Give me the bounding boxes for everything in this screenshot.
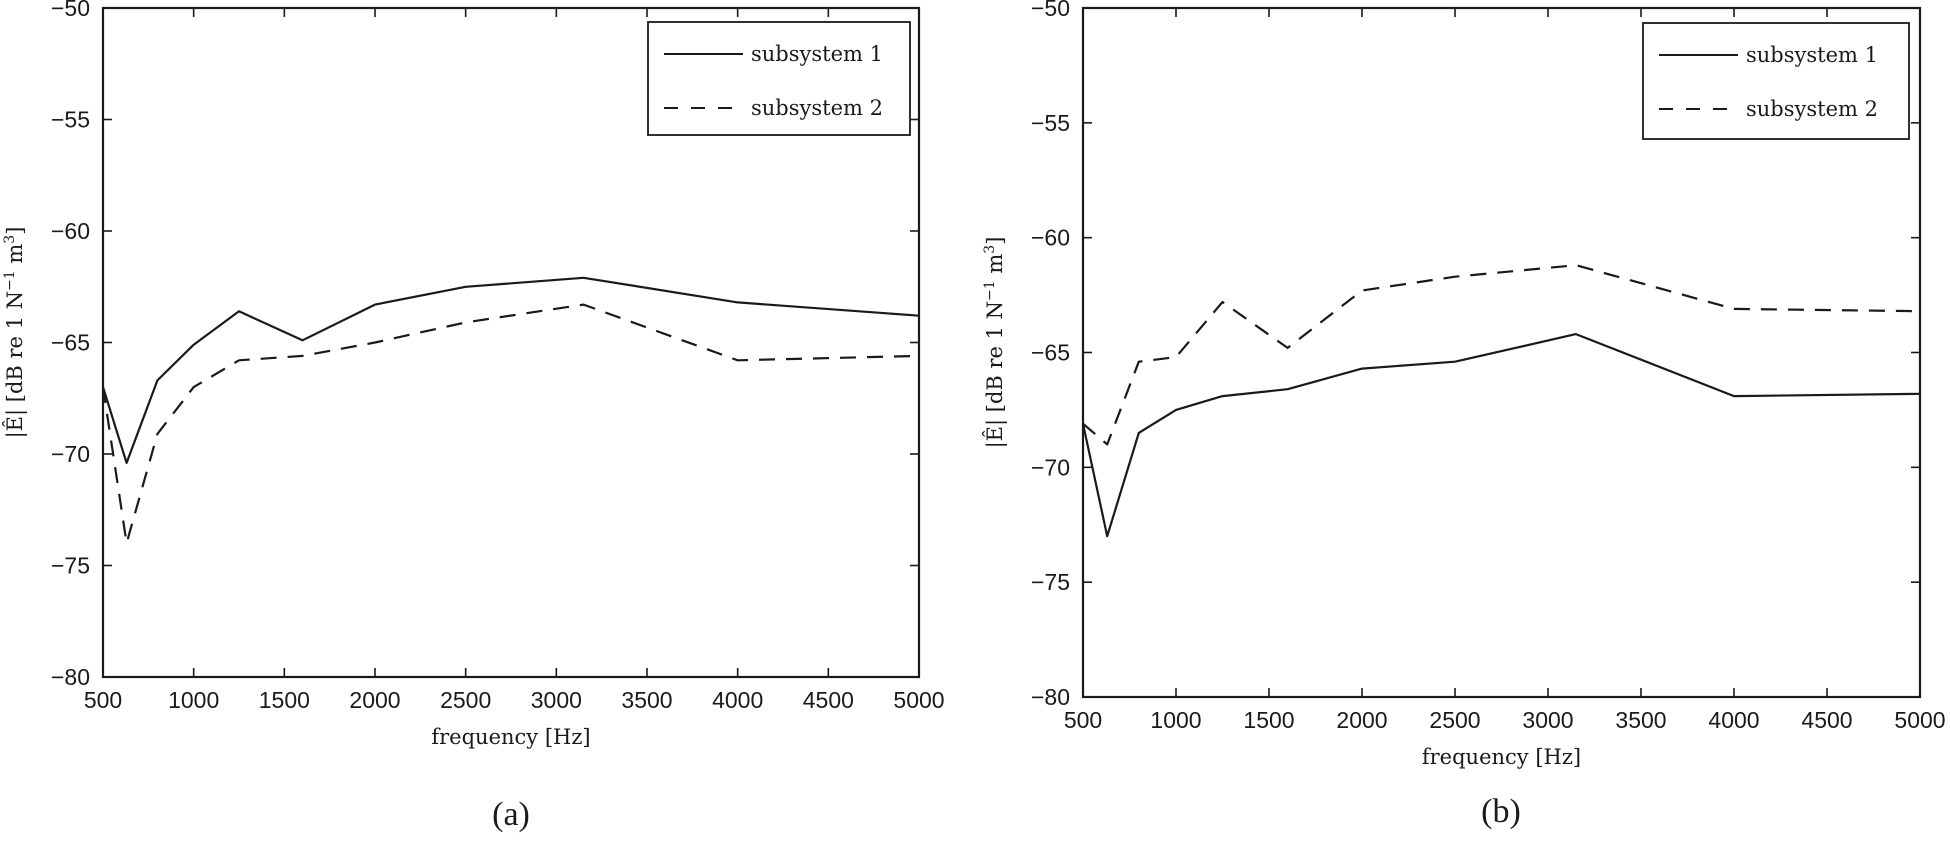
x-tick-label: 2000 xyxy=(1336,707,1387,733)
x-tick-label: 3000 xyxy=(531,687,582,713)
y-tick-label: −50 xyxy=(1031,0,1070,21)
legend-label: subsystem 1 xyxy=(751,42,883,66)
x-tick-label: 2500 xyxy=(1429,707,1480,733)
y-tick-label: −55 xyxy=(51,107,90,133)
y-tick-label: −60 xyxy=(1031,225,1070,251)
series-line-subsystem-2 xyxy=(1082,264,1921,446)
y-tick-label: −80 xyxy=(51,664,90,690)
series-line-subsystem-1 xyxy=(101,276,920,464)
y-tick-label: −70 xyxy=(51,441,90,467)
x-tick-label: 5000 xyxy=(893,687,944,713)
y-tick-label: −65 xyxy=(51,330,90,356)
y-axis-label: |Ê| [dB re 1 N−1 m3] xyxy=(2,227,28,439)
y-tick-label: −65 xyxy=(1031,340,1070,366)
legend-box xyxy=(647,21,911,136)
chart-panel-a: 500 1000 1500 2000 2500 3000 3500 4000 4500 5000 −… xyxy=(2,0,945,833)
x-tick-label: 1500 xyxy=(1243,707,1294,733)
x-tick-label: 3000 xyxy=(1522,707,1573,733)
legend: subsystem 1 subsystem 2 xyxy=(1642,22,1910,140)
x-tick-label: 5000 xyxy=(1894,707,1945,733)
y-axis-label: |Ê| [dB re 1 N−1 m3] xyxy=(982,237,1008,449)
legend-label: subsystem 1 xyxy=(1746,43,1878,67)
legend-label: subsystem 2 xyxy=(1746,97,1878,121)
legend-box xyxy=(1642,22,1910,140)
x-axis-label: frequency [Hz] xyxy=(1422,745,1581,769)
panel-caption: (a) xyxy=(492,796,530,833)
y-tick-label: −60 xyxy=(51,218,90,244)
y-tick-label: −55 xyxy=(1031,110,1070,136)
panel-caption: (b) xyxy=(1481,793,1521,830)
series-line-subsystem-1 xyxy=(1081,333,1921,538)
x-tick-label: 4500 xyxy=(1801,707,1852,733)
y-tick-label: −75 xyxy=(1031,569,1070,595)
x-tick-label: 1000 xyxy=(168,687,219,713)
x-tick-label: 4000 xyxy=(712,687,763,713)
x-tick-label: 500 xyxy=(84,687,122,713)
y-tick-label: −50 xyxy=(51,0,90,21)
x-tick-label: 1500 xyxy=(259,687,310,713)
x-tick-label: 1000 xyxy=(1150,707,1201,733)
x-tick-label: 3500 xyxy=(1615,707,1666,733)
chart-panel-b: 500 1000 1500 2000 2500 3000 3500 4000 4500 5000 −… xyxy=(982,0,1946,830)
legend: subsystem 1 subsystem 2 xyxy=(647,21,911,136)
x-tick-label: 2500 xyxy=(440,687,491,713)
series-line-subsystem-2 xyxy=(101,303,920,545)
x-tick-label: 500 xyxy=(1064,707,1102,733)
x-tick-label: 2000 xyxy=(349,687,400,713)
y-tick-label: −75 xyxy=(51,553,90,579)
x-axis-label: frequency [Hz] xyxy=(431,725,590,749)
x-tick-label: 4500 xyxy=(803,687,854,713)
legend-label: subsystem 2 xyxy=(751,96,883,120)
x-tick-label: 3500 xyxy=(621,687,672,713)
y-tick-label: −80 xyxy=(1031,684,1070,710)
x-tick-label: 4000 xyxy=(1708,707,1759,733)
y-tick-label: −70 xyxy=(1031,454,1070,480)
